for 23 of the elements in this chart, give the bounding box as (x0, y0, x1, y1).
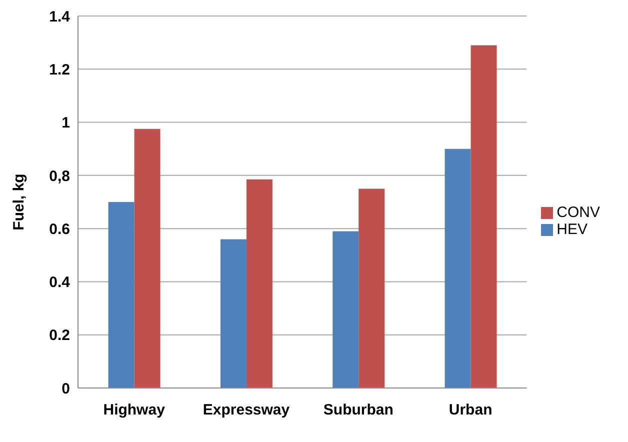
bar (246, 179, 272, 388)
y-tick-label: 0.6 (49, 220, 70, 238)
y-tick-label: 0.2 (49, 327, 70, 344)
bar (358, 188, 385, 388)
y-tick-label: 1 (62, 114, 70, 132)
y-tick-label: 1.2 (49, 61, 70, 78)
bar (444, 148, 471, 388)
legend-label: CONV (556, 204, 600, 221)
y-axis-title: Fuel, kg (10, 174, 28, 230)
y-tick-label: 0,8 (49, 168, 70, 185)
x-tick-label: Highway (103, 402, 166, 419)
bar (220, 239, 246, 388)
y-tick-label: 1.4 (49, 8, 71, 26)
x-tick-label: Suburban (323, 402, 394, 419)
bar (134, 128, 160, 388)
bar (108, 202, 134, 388)
x-tick-label: Expressway (202, 402, 290, 419)
bar (470, 45, 497, 388)
legend-label: HEV (556, 221, 588, 238)
x-tick-label: Urban (448, 402, 492, 419)
bar (332, 231, 359, 388)
y-tick-label: 0 (62, 380, 70, 398)
y-tick-label: 0.4 (49, 274, 71, 292)
